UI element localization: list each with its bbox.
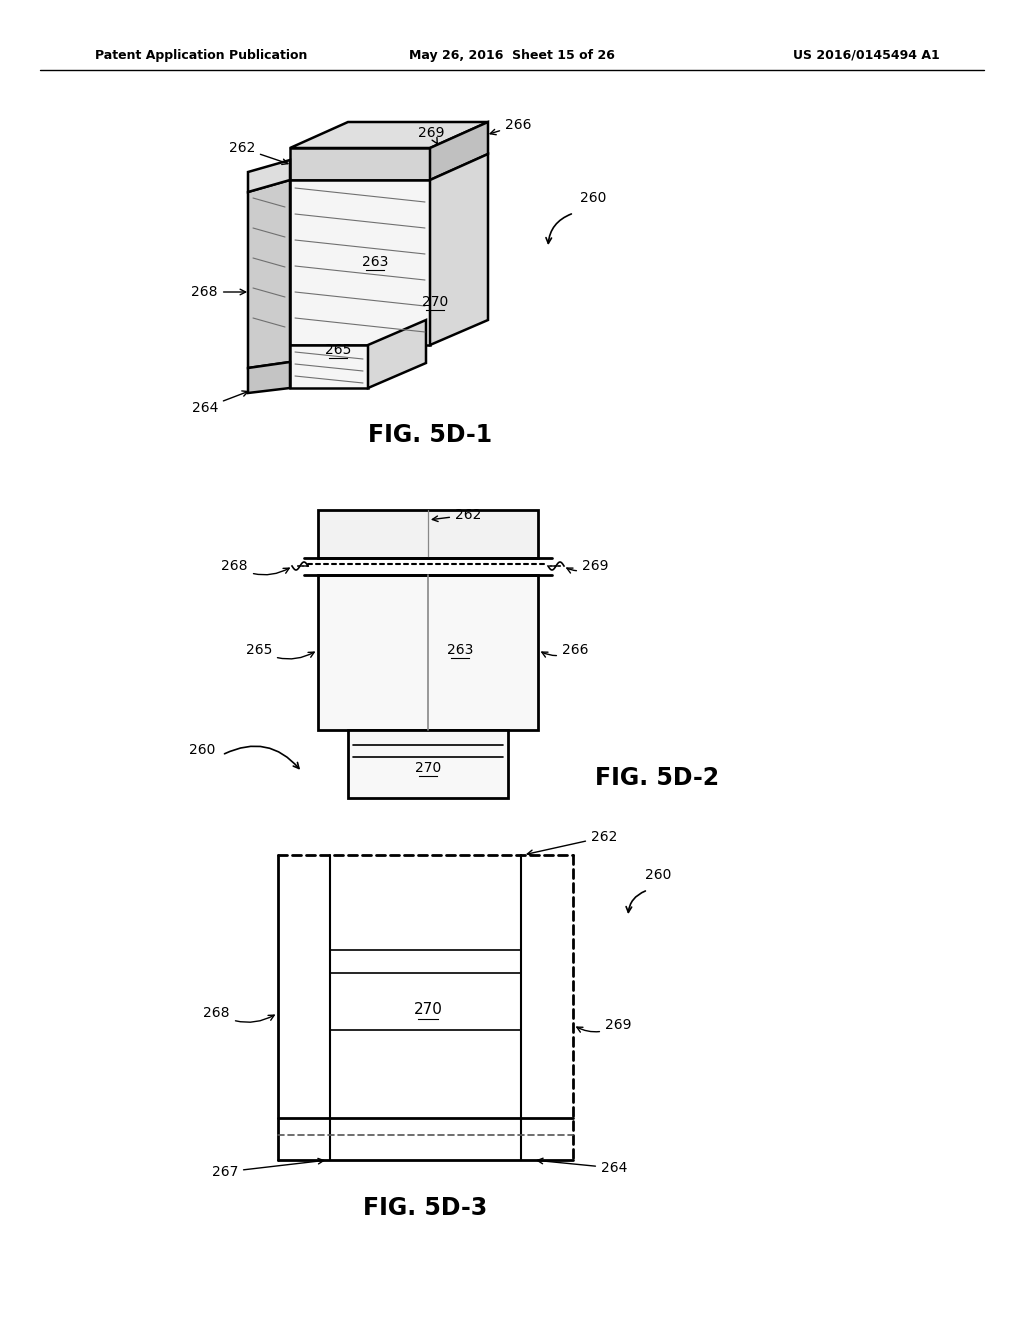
Text: 264: 264: [191, 391, 248, 414]
Text: 262: 262: [228, 141, 288, 165]
Text: 269: 269: [577, 1018, 632, 1032]
Polygon shape: [368, 319, 426, 388]
Polygon shape: [430, 154, 488, 345]
Text: Patent Application Publication: Patent Application Publication: [95, 49, 307, 62]
Text: 270: 270: [422, 294, 449, 309]
Text: 265: 265: [246, 643, 314, 659]
Bar: [318, 576, 538, 730]
Text: 260: 260: [645, 869, 672, 882]
Polygon shape: [248, 362, 290, 393]
Polygon shape: [248, 160, 290, 191]
Polygon shape: [290, 180, 430, 345]
Text: 268: 268: [204, 1006, 274, 1022]
Polygon shape: [430, 121, 488, 180]
Text: 266: 266: [490, 117, 531, 135]
Text: 262: 262: [432, 508, 481, 521]
Text: 262: 262: [527, 830, 617, 855]
Text: 269: 269: [418, 125, 444, 144]
Text: 260: 260: [188, 743, 215, 756]
Text: 263: 263: [361, 255, 388, 269]
Text: 264: 264: [538, 1158, 628, 1175]
Text: 270: 270: [415, 762, 441, 775]
Text: 268: 268: [221, 558, 289, 574]
Text: FIG. 5D-2: FIG. 5D-2: [595, 766, 719, 789]
Bar: [348, 730, 508, 799]
Text: 265: 265: [325, 343, 351, 356]
Text: 269: 269: [567, 558, 608, 573]
Polygon shape: [290, 345, 368, 388]
Text: 270: 270: [414, 1002, 442, 1018]
Text: US 2016/0145494 A1: US 2016/0145494 A1: [794, 49, 940, 62]
Text: FIG. 5D-1: FIG. 5D-1: [368, 422, 493, 447]
Text: 268: 268: [191, 285, 246, 300]
Text: 267: 267: [212, 1159, 324, 1179]
Polygon shape: [290, 121, 488, 148]
Text: May 26, 2016  Sheet 15 of 26: May 26, 2016 Sheet 15 of 26: [409, 49, 615, 62]
Polygon shape: [248, 180, 290, 368]
Text: 266: 266: [542, 643, 589, 657]
Bar: [318, 510, 538, 558]
Text: FIG. 5D-3: FIG. 5D-3: [362, 1196, 487, 1220]
Text: 260: 260: [580, 191, 606, 205]
Text: 263: 263: [446, 643, 473, 657]
Polygon shape: [290, 148, 430, 180]
